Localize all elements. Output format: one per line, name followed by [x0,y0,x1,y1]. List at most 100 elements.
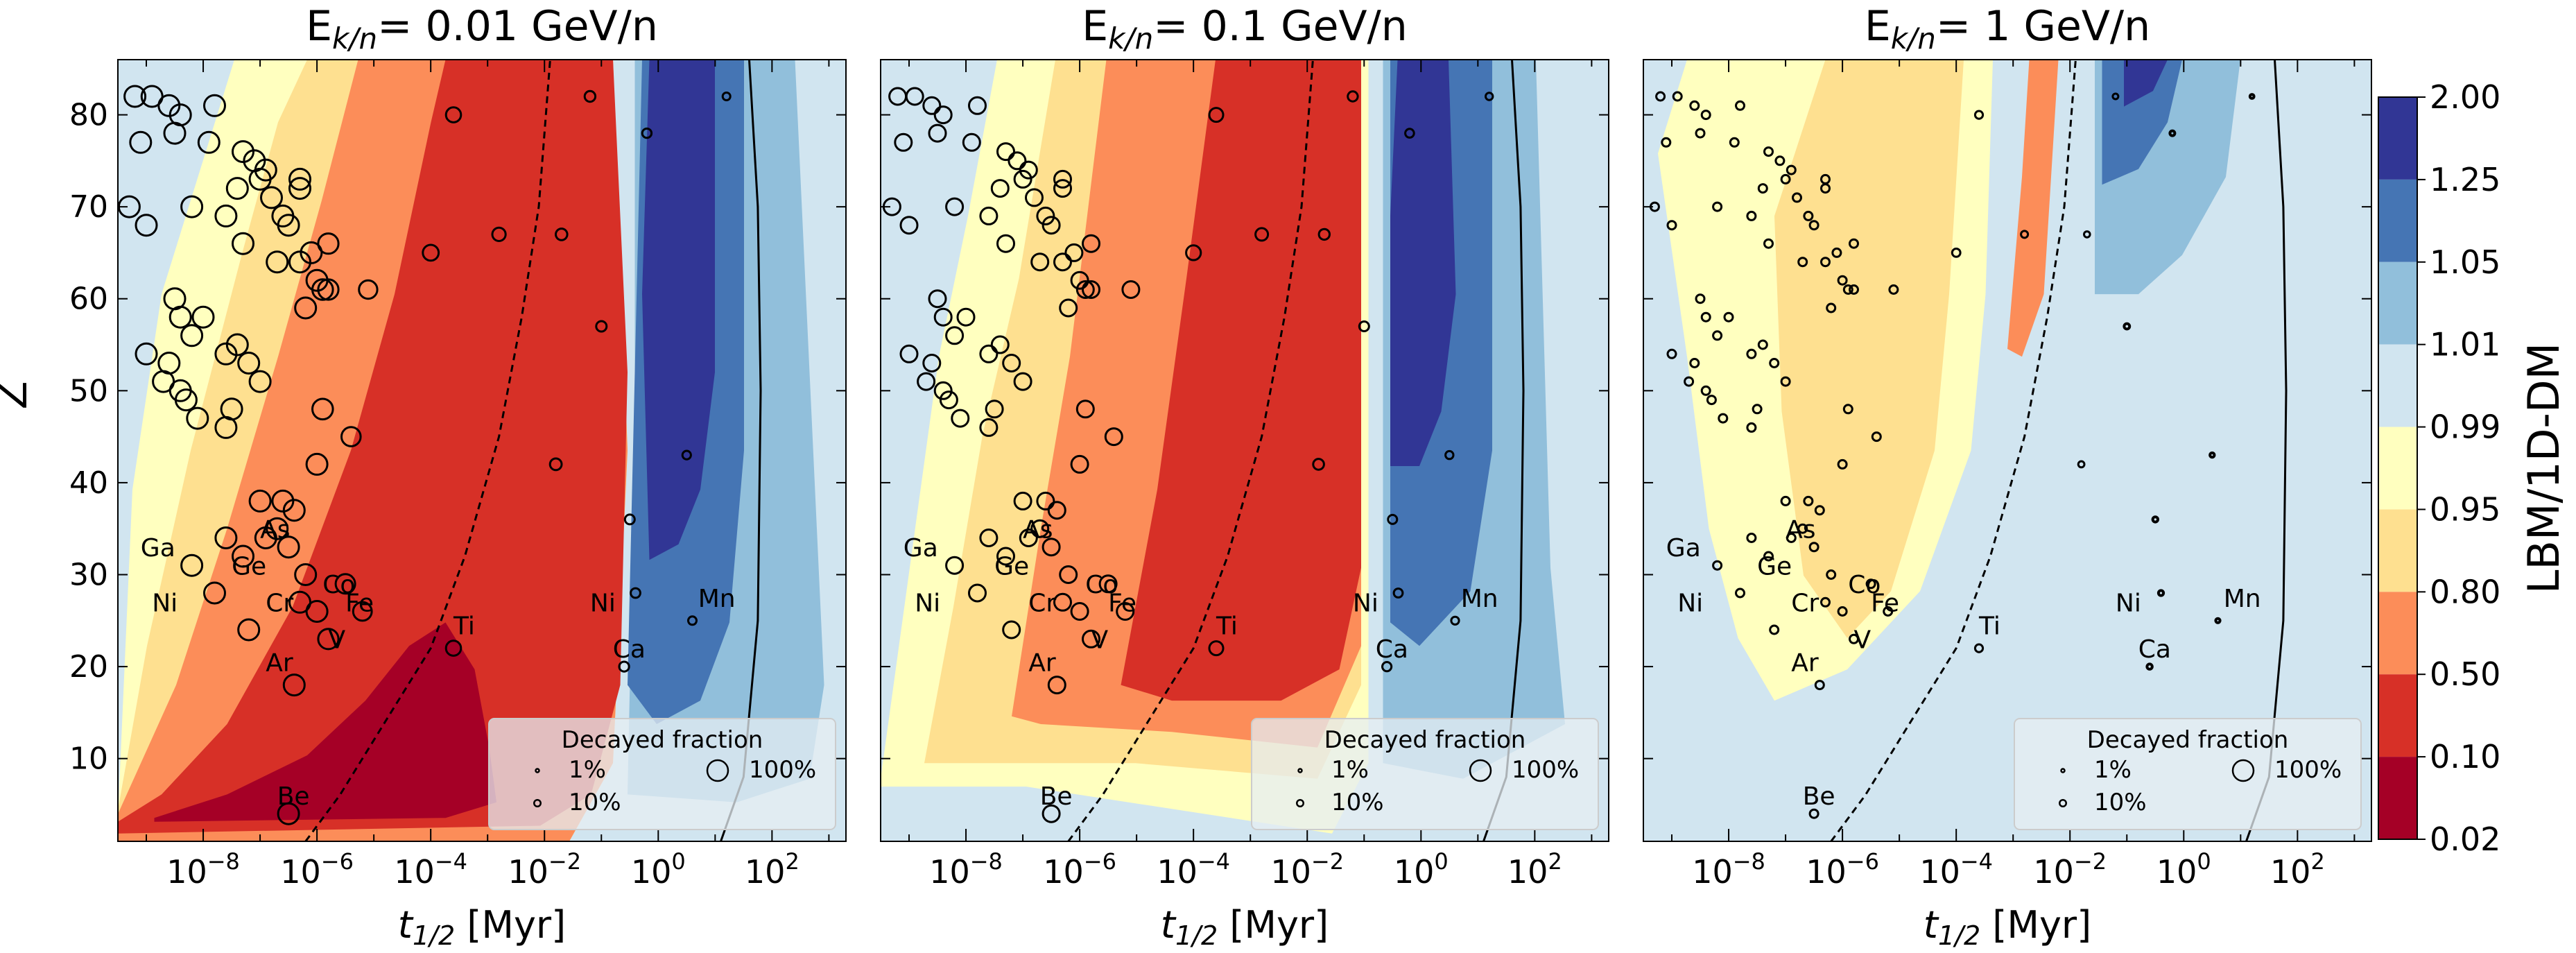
isotope-marker [1485,92,1494,101]
element-label: Ni [590,590,616,618]
isotope-marker [1053,252,1072,272]
colorbar-tick-label: 0.02 [2430,821,2500,858]
element-label: Ca [613,635,646,664]
isotope-marker [1059,565,1078,584]
isotope-marker [2168,129,2177,137]
isotope-marker [2156,589,2166,597]
isotope-marker [2151,515,2160,524]
legend-title: Decayed fraction [2087,726,2289,754]
plot-frame [1643,59,2372,842]
isotope-marker [1826,302,1837,314]
legend-marker [535,768,540,773]
isotope-marker [282,673,306,697]
isotope-marker [1387,513,1399,525]
isotope-marker [491,226,507,242]
isotope-marker [1019,160,1038,180]
isotope-marker [288,250,311,274]
isotope-marker [1797,523,1808,534]
element-label: Co [1085,571,1118,599]
isotope-marker [905,87,924,106]
contour-band-7 [1390,60,1456,466]
isotope-marker [288,167,311,191]
isotope-marker [1208,107,1225,123]
isotope-marker [548,457,563,472]
isotope-markers [1649,91,2256,819]
x-tick-label: 100 [631,848,686,891]
isotope-marker [1347,90,1359,103]
isotope-marker [996,234,1015,253]
element-label: Ga [904,534,938,563]
isotope-marker [135,342,158,366]
colorbar: 2.00 1.25 1.05 1.01 0.99 0.95 0.80 0.50 0.10 0.02… [2378,78,2569,858]
isotope-marker [174,388,198,412]
isotope-marker [2123,322,2132,331]
isotope-marker [352,601,373,622]
isotope-marker [237,352,261,375]
isotope-marker [1082,234,1100,253]
isotope-marker [203,94,226,117]
element-label: Fe [1108,590,1136,618]
x-tick-label: 10−8 [166,848,240,891]
isotope-marker [152,370,175,393]
element-label: V [1091,626,1109,655]
dashed-decay-curve [304,60,551,841]
x-tick-label: 10−2 [2033,848,2107,891]
x-tick-label: 10−4 [394,848,467,891]
isotope-marker [1450,615,1460,626]
isotope-marker [1842,284,1853,295]
isotope-marker [266,250,289,274]
isotope-marker [979,206,999,225]
isotope-marker [1752,404,1763,415]
isotope-markers [882,87,1494,823]
element-label: Ga [141,534,175,563]
isotope-marker [288,177,311,200]
element-label: Ca [2138,635,2171,664]
colorbar-segment [2378,592,2417,675]
isotope-marker [135,214,158,237]
x-tick-label: 10−2 [508,848,581,891]
isotope-marker [191,305,215,329]
element-label: Ni [1353,590,1378,618]
isotope-marker [1769,624,1780,635]
isotope-marker [317,628,340,651]
x-axis-label: t1/2 [Myr] [398,903,566,951]
isotope-marker [1053,179,1072,198]
isotope-marker [1053,592,1072,612]
y-tick-label: 80 [69,98,108,133]
isotope-marker [1025,188,1044,207]
isotope-marker [1803,495,1814,506]
isotope-marker [1723,311,1734,323]
isotope-marker [1013,372,1032,391]
isotope-marker [1735,587,1745,599]
isotope-marker [260,186,283,209]
legend-label: 10% [569,789,621,816]
isotope-marker [1808,542,1819,553]
isotope-marker [197,130,221,154]
isotope-marker [1104,427,1123,447]
isotope-marker [1019,529,1038,547]
isotope-marker [1729,137,1740,148]
y-tick-label: 30 [69,557,108,592]
colorbar-tick-label: 1.05 [2430,243,2500,281]
isotope-marker [641,127,653,139]
shared-labels: Z [0,381,37,409]
isotope-marker [1820,173,1831,184]
isotope-marker [1002,354,1021,372]
isotope-marker [1047,501,1066,520]
element-label: Ni [152,590,178,618]
element-label: Cr [266,590,293,618]
contour-band-5 [154,622,496,822]
isotope-marker [979,418,999,437]
x-tick-label: 100 [1394,848,1449,891]
isotope-marker [933,381,953,400]
isotope-marker [1735,100,1745,111]
element-label: Ge [994,553,1029,581]
legend-marker [533,799,542,807]
isotope-marker [1712,330,1723,341]
isotope-marker [1121,280,1141,299]
legend-marker [2059,799,2067,807]
contour-bands [1649,60,2288,841]
isotope-marker [894,132,913,152]
legend-box [1251,718,1599,830]
